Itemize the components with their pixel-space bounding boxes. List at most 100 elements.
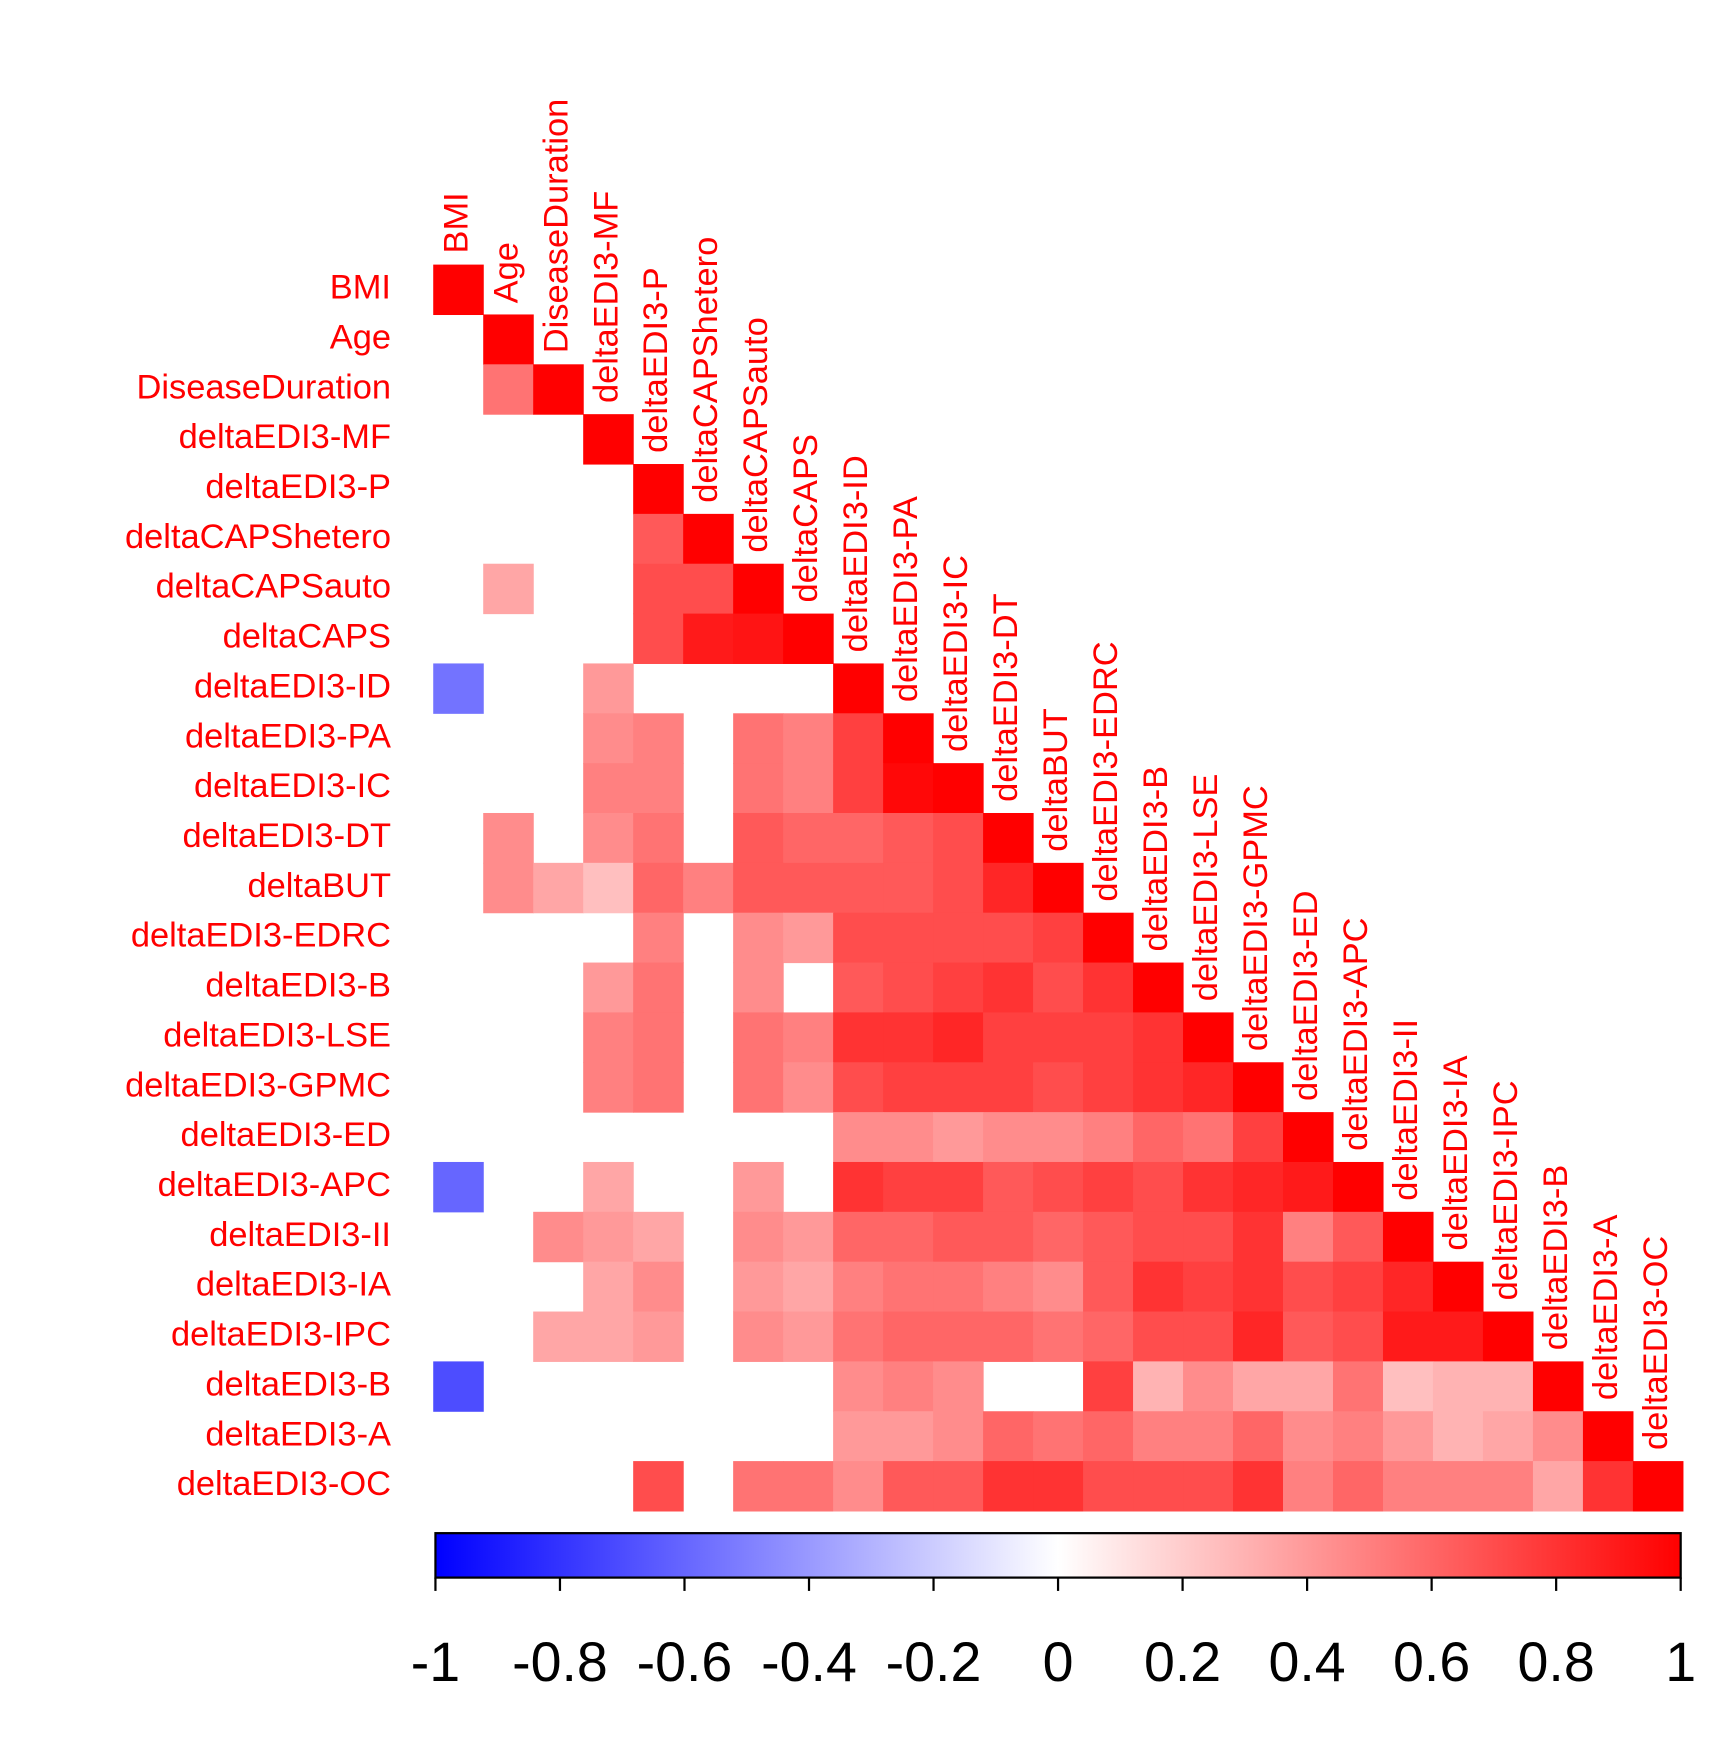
heatmap-cell xyxy=(1083,1062,1134,1113)
heatmap-cell xyxy=(733,1311,784,1362)
row-label: deltaCAPS xyxy=(223,618,391,656)
heatmap-cell xyxy=(1133,1361,1184,1412)
heatmap-cell xyxy=(1283,1161,1334,1213)
row-label: deltaEDI3-II xyxy=(209,1216,391,1254)
column-label: deltaEDI3-B xyxy=(1137,766,1175,952)
heatmap-cell xyxy=(833,1261,884,1313)
column-label: deltaCAPSauto xyxy=(737,317,775,552)
heatmap-cell xyxy=(633,613,684,664)
row-label: deltaEDI3-GPMC xyxy=(125,1066,391,1104)
heatmap-cell xyxy=(883,713,934,764)
heatmap-cell xyxy=(633,513,684,565)
heatmap-cell xyxy=(1382,1311,1434,1362)
heatmap-cell xyxy=(983,862,1034,914)
heatmap-cell xyxy=(883,1012,934,1063)
heatmap-cell xyxy=(883,1461,934,1512)
heatmap-cell xyxy=(883,812,934,864)
heatmap-cell xyxy=(1083,1261,1134,1313)
colorbar-tick-label: 0 xyxy=(1043,1631,1074,1693)
heatmap-cell xyxy=(1532,1361,1584,1412)
heatmap-cell xyxy=(1332,1461,1384,1512)
heatmap-cell xyxy=(433,1161,484,1213)
heatmap-cell xyxy=(583,1012,634,1063)
row-label: deltaEDI3-ID xyxy=(194,667,391,705)
column-label: deltaEDI3-APC xyxy=(1337,917,1375,1150)
row-label: deltaEDI3-PA xyxy=(185,717,391,755)
heatmap-cell xyxy=(833,713,884,764)
heatmap-cell xyxy=(833,1112,884,1163)
heatmap-cell xyxy=(933,1411,984,1462)
heatmap-cell xyxy=(533,1311,584,1362)
heatmap-cell xyxy=(933,1161,984,1213)
heatmap-cell xyxy=(833,1062,884,1113)
heatmap-cell xyxy=(1083,1012,1134,1063)
row-label: deltaEDI3-B xyxy=(205,1365,391,1403)
heatmap-cell xyxy=(1183,1461,1234,1512)
heatmap-cell xyxy=(933,1112,984,1163)
heatmap-cell xyxy=(1382,1411,1434,1462)
heatmap-cell xyxy=(1183,1112,1234,1163)
heatmap-cell xyxy=(1332,1211,1384,1263)
heatmap-cell xyxy=(883,1062,934,1113)
heatmap-cell xyxy=(1033,1211,1084,1263)
heatmap-cell xyxy=(683,563,734,615)
heatmap-cell xyxy=(833,1361,884,1412)
colorbar-tick-label: -0.8 xyxy=(512,1631,608,1693)
heatmap-cell xyxy=(733,1161,784,1213)
heatmap-cell xyxy=(583,1211,634,1263)
heatmap-cell xyxy=(483,314,534,365)
heatmap-cell xyxy=(1183,1062,1234,1113)
heatmap-cell xyxy=(783,1261,834,1313)
heatmap-cell xyxy=(583,414,634,465)
heatmap-cell xyxy=(983,1411,1034,1462)
heatmap-cell xyxy=(1133,1211,1184,1263)
heatmap-cell xyxy=(633,1062,684,1113)
heatmap-cell xyxy=(1033,1461,1084,1512)
heatmap-cell xyxy=(1083,1161,1134,1213)
heatmap-cell xyxy=(583,663,634,714)
heatmap-cell xyxy=(1432,1461,1484,1512)
heatmap-cell xyxy=(983,812,1034,864)
heatmap-cell xyxy=(1432,1311,1484,1362)
heatmap-cell xyxy=(1432,1261,1484,1313)
heatmap-cell xyxy=(783,1461,834,1512)
heatmap-cell xyxy=(1033,962,1084,1013)
heatmap-cell xyxy=(483,563,534,615)
heatmap-cell xyxy=(1083,912,1134,964)
heatmap-cell xyxy=(1133,1112,1184,1163)
column-label: deltaEDI3-ED xyxy=(1287,891,1325,1101)
heatmap-cell xyxy=(583,862,634,914)
heatmap-cell xyxy=(1332,1411,1384,1462)
heatmap-cell xyxy=(1283,1361,1334,1412)
heatmap-cell xyxy=(783,912,834,964)
heatmap-cell xyxy=(733,862,784,914)
heatmap-cell xyxy=(633,812,684,864)
heatmap-cell xyxy=(833,1161,884,1213)
heatmap-cell xyxy=(833,1411,884,1462)
column-label: deltaEDI3-MF xyxy=(587,191,625,403)
heatmap-cell xyxy=(533,1211,584,1263)
heatmap-cell xyxy=(1133,1062,1184,1113)
heatmap-cell xyxy=(833,962,884,1013)
row-label: deltaCAPSauto xyxy=(156,568,391,606)
colorbar-tick-label: 0.4 xyxy=(1269,1631,1346,1693)
heatmap-cell xyxy=(783,1012,834,1063)
heatmap-cell xyxy=(983,1012,1034,1063)
heatmap-cell xyxy=(883,1361,934,1412)
heatmap-cell xyxy=(883,1112,934,1163)
heatmap-cell xyxy=(1382,1461,1434,1512)
heatmap-cell xyxy=(1233,1361,1284,1412)
column-label: deltaEDI3-PA xyxy=(887,496,925,702)
heatmap-cell xyxy=(583,812,634,864)
heatmap-cell xyxy=(1033,1411,1084,1462)
column-label: deltaEDI3-IA xyxy=(1437,1055,1475,1250)
column-label: deltaEDI3-ID xyxy=(837,455,875,652)
heatmap-cell xyxy=(1183,1361,1234,1412)
heatmap-cell xyxy=(1083,1211,1134,1263)
heatmap-cell xyxy=(883,763,934,814)
heatmap-cell xyxy=(633,962,684,1013)
heatmap-cell xyxy=(1283,1461,1334,1512)
heatmap-cell xyxy=(1332,1161,1384,1213)
row-label: deltaEDI3-DT xyxy=(182,817,391,855)
heatmap-cell xyxy=(783,862,834,914)
